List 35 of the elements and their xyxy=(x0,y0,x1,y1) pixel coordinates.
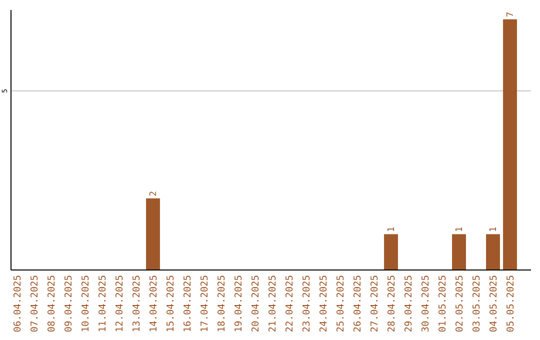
x-tick-label: 10.04.2025 xyxy=(80,275,92,332)
x-tick-label: 15.04.2025 xyxy=(166,275,176,332)
x-tick-label: 30.04.2025 xyxy=(420,275,432,332)
x-tick-label: 08.04.2025 xyxy=(46,275,58,332)
data-label: 7 xyxy=(506,12,516,18)
x-tick-label: 21.04.2025 xyxy=(268,275,278,332)
x-tick-label: 27.04.2025 xyxy=(370,275,380,332)
x-tick-label: 28.04.2025 xyxy=(386,275,398,332)
x-tick-label: 19.04.2025 xyxy=(234,275,244,332)
data-label: 1 xyxy=(489,226,499,232)
x-tick-label: 18.04.2025 xyxy=(216,275,228,332)
data-label: 1 xyxy=(455,226,465,232)
x-tick-label: 16.04.2025 xyxy=(182,275,194,332)
x-tick-label: 05.05.2025 xyxy=(506,275,516,332)
x-tick-label: 09.04.2025 xyxy=(64,275,74,332)
x-tick-label: 14.04.2025 xyxy=(148,275,160,332)
x-tick-label: 07.04.2025 xyxy=(30,275,40,332)
x-tick-label: 04.05.2025 xyxy=(488,275,500,332)
data-label: 2 xyxy=(149,190,159,196)
data-label: 1 xyxy=(387,226,397,232)
x-tick-label: 03.05.2025 xyxy=(472,275,482,332)
x-tick-label: 11.04.2025 xyxy=(98,275,108,332)
x-tick-label: 26.04.2025 xyxy=(352,275,364,332)
x-tick-label: 20.04.2025 xyxy=(250,275,262,332)
x-tick-label: 12.04.2025 xyxy=(114,275,126,332)
x-tick-label: 24.04.2025 xyxy=(318,275,330,332)
x-tick-label: 06.04.2025 xyxy=(12,275,24,332)
x-tick-label: 13.04.2025 xyxy=(132,275,142,332)
x-tick-label: 29.04.2025 xyxy=(404,275,414,332)
x-tick-label: 22.04.2025 xyxy=(284,275,296,332)
x-tick-label: 23.04.2025 xyxy=(302,275,312,332)
x-tick-label: 02.05.2025 xyxy=(454,275,466,332)
x-tick-label: 17.04.2025 xyxy=(200,275,210,332)
x-tick-label: 01.05.2025 xyxy=(438,275,448,332)
x-tick-label: 25.04.2025 xyxy=(336,275,346,332)
